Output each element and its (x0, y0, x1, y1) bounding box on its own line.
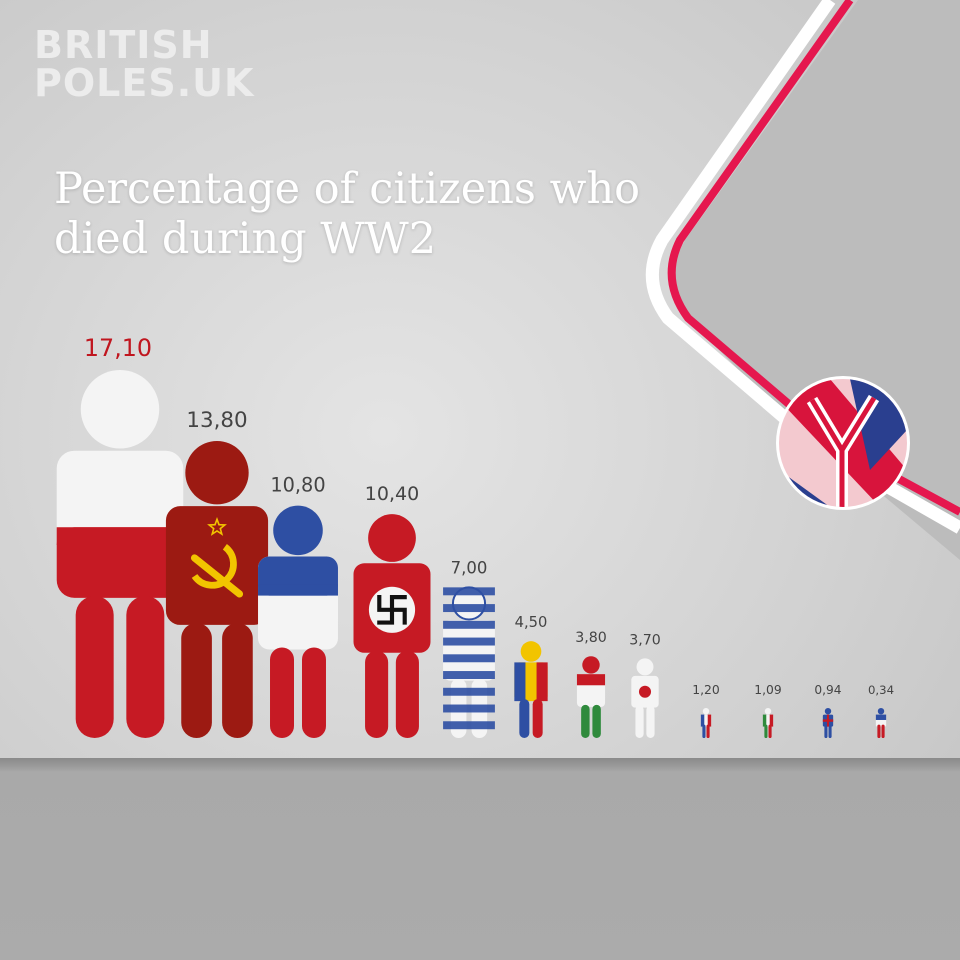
value-label-france: 1,20 (692, 682, 720, 697)
person-icon-uk-flag (822, 708, 834, 738)
value-label-uk: 0,94 (814, 683, 841, 697)
person-icon-romania-flag (514, 641, 548, 738)
person-icon-italy-flag (762, 708, 774, 738)
person-icon-usa-flag (875, 708, 887, 738)
watermark-line-1: BRITISH (34, 23, 213, 67)
chart-title-line-2: died during WW2 (54, 214, 437, 264)
person-icon-ussr-flag (165, 441, 269, 738)
value-label-italy: 1,09 (754, 683, 781, 697)
value-label-ussr: 13,80 (186, 408, 247, 433)
value-label-romania: 4,50 (515, 614, 548, 631)
value-label-greece: 7,00 (451, 558, 488, 577)
ground-band (0, 758, 960, 960)
person-icon-japan-flag (631, 658, 659, 738)
person-icon-germany-flag (353, 514, 431, 738)
value-label-usa: 0,34 (868, 683, 894, 697)
value-label-germany: 10,40 (365, 483, 419, 505)
person-icon-greece-flag (443, 586, 495, 738)
person-icon-hungary-flag (576, 656, 606, 738)
watermark-logo: BRITISH POLES.UK (34, 26, 254, 102)
white-ribbon (645, 0, 960, 534)
person-icon-france-flag (700, 708, 712, 738)
person-icon-poland-flag (56, 370, 184, 738)
logo-badge-icon (776, 376, 910, 510)
value-label-hungary: 3,80 (575, 630, 607, 646)
chart-title-line-1: Percentage of citizens who (54, 164, 641, 214)
value-label-yugoslavia: 10,80 (270, 474, 325, 497)
pink-ribbon (667, 0, 960, 516)
value-label-poland: 17,10 (84, 334, 152, 362)
person-icon-yugoslavia-flag (258, 505, 338, 738)
watermark-line-2: POLES.UK (34, 61, 255, 105)
value-label-japan: 3,70 (629, 632, 661, 648)
chart-title: Percentage of citizens who died during W… (54, 164, 674, 264)
